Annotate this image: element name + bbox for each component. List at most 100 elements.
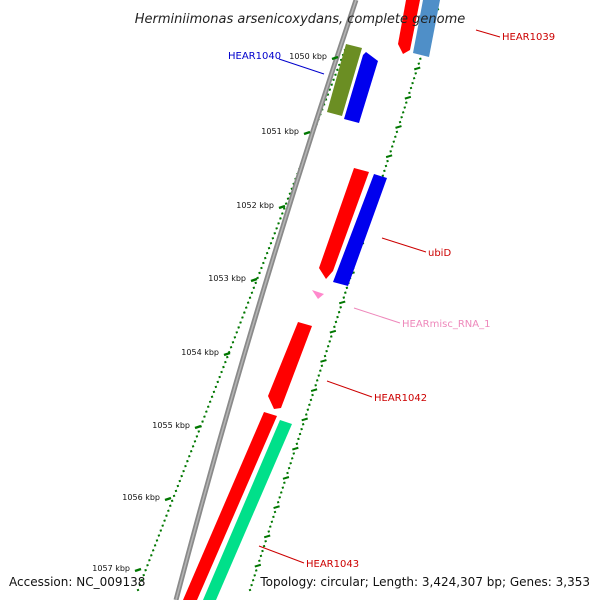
gc-dot	[344, 291, 347, 294]
gc-dot	[395, 130, 399, 134]
gc-dot	[191, 445, 195, 448]
gc-dot	[170, 499, 174, 503]
gc-dot	[310, 388, 318, 393]
tick-mark	[194, 424, 202, 430]
gc-dot	[329, 329, 337, 334]
gc-dot	[297, 437, 300, 441]
gene-arrow-hear1043[interactable]	[183, 412, 277, 600]
gene-arrow-olive[interactable]	[327, 44, 362, 116]
gc-dot	[241, 316, 244, 319]
gc-dot	[323, 354, 327, 358]
gc-dot	[408, 91, 411, 95]
gc-dot	[144, 568, 147, 572]
gc-dot	[336, 315, 339, 319]
gc-dot	[253, 574, 256, 577]
tick-label: 1056 kbp	[122, 493, 160, 502]
gc-dot	[206, 405, 210, 408]
label-hear1043[interactable]: HEAR1043	[306, 559, 359, 570]
gc-dot	[239, 321, 242, 324]
gene-arrow-green[interactable]	[203, 420, 292, 600]
gc-dot	[394, 135, 397, 138]
gc-dot	[311, 393, 314, 397]
gene-arrow-red-ubid[interactable]	[319, 168, 369, 279]
gc-dot	[414, 72, 417, 75]
gc-dot	[273, 505, 280, 510]
gc-dot	[233, 336, 237, 339]
gc-dot	[243, 311, 246, 314]
gc-dot	[246, 301, 250, 304]
gc-dot	[244, 306, 248, 309]
gene-arrow-ubid[interactable]	[333, 174, 387, 286]
coordinate-ticks: 1050 kbp 1051 kbp 1052 kbp 1053 kbp 1054 kbp…	[92, 52, 339, 573]
gc-dot	[189, 450, 193, 453]
gc-dot	[270, 520, 274, 524]
gc-dot	[413, 66, 421, 71]
gc-dot	[193, 440, 197, 443]
label-hear1039[interactable]: HEAR1039	[502, 32, 555, 43]
gc-dot	[329, 335, 333, 338]
gc-dot	[404, 95, 412, 100]
gc-dot	[231, 341, 235, 344]
gc-dot	[210, 395, 214, 399]
gc-dot	[187, 454, 191, 458]
gc-dot	[277, 222, 280, 225]
gc-dot	[165, 514, 168, 517]
gc-dot	[320, 364, 324, 368]
gc-dot	[325, 349, 328, 353]
gc-dot	[159, 529, 163, 532]
gc-dot	[261, 549, 264, 553]
tick-label: 1051 kbp	[261, 127, 299, 136]
misc-rna-arrow[interactable]	[312, 290, 324, 299]
gc-dot	[248, 588, 252, 592]
gc-dot	[205, 410, 208, 413]
gc-dot	[292, 452, 296, 455]
label-ubid[interactable]: ubiD	[428, 248, 451, 259]
gc-dot	[386, 159, 389, 163]
gc-dot	[273, 510, 277, 514]
gene-arrow-steelblue[interactable]	[413, 0, 440, 57]
gc-dot	[390, 145, 394, 148]
gc-dot	[208, 400, 212, 404]
gc-dot	[178, 479, 182, 483]
gc-dot	[301, 423, 305, 426]
gc-dot	[250, 583, 253, 587]
gc-dot	[252, 286, 256, 290]
gc-dot	[214, 385, 218, 389]
label-hear1042[interactable]: HEAR1042	[374, 393, 427, 404]
gc-dot	[384, 164, 388, 168]
gc-dot	[269, 525, 272, 528]
gc-dot	[155, 539, 159, 542]
tick-mark	[164, 496, 172, 502]
gc-dot	[317, 374, 321, 377]
gc-dot	[248, 296, 252, 299]
gc-dot	[218, 375, 221, 379]
gc-dot	[389, 150, 392, 153]
gene-arrow-hear1042[interactable]	[268, 322, 312, 409]
gc-dot	[315, 379, 319, 382]
gc-dot	[167, 509, 170, 512]
gene-arrow-hear1039[interactable]	[398, 0, 420, 54]
gc-dot	[400, 115, 403, 119]
gc-dot	[381, 174, 385, 177]
gc-dot	[138, 583, 142, 587]
label-hear1040[interactable]: HEAR1040	[228, 51, 281, 62]
gc-dot	[151, 549, 155, 552]
gc-dot	[385, 154, 393, 159]
gc-dot	[216, 380, 220, 384]
gc-dot	[273, 232, 277, 235]
gc-dot	[174, 489, 178, 493]
gc-dot	[295, 442, 299, 446]
gc-dot	[220, 370, 223, 374]
gc-dot	[345, 286, 349, 290]
gene-arrow-hear1040[interactable]	[344, 52, 378, 123]
gc-dot	[306, 408, 310, 411]
gc-dot	[326, 345, 330, 348]
gc-dot	[289, 462, 292, 465]
gc-dot	[411, 81, 414, 85]
genome-summary-text: Topology: circular; Length: 3,424,307 bp…	[259, 575, 590, 589]
label-hearmisc-rna-1[interactable]: HEARmisc_RNA_1	[402, 319, 491, 330]
gc-dot	[271, 236, 275, 240]
tick-label: 1054 kbp	[181, 348, 219, 357]
gc-dot	[282, 207, 286, 210]
gc-dot	[405, 101, 408, 104]
